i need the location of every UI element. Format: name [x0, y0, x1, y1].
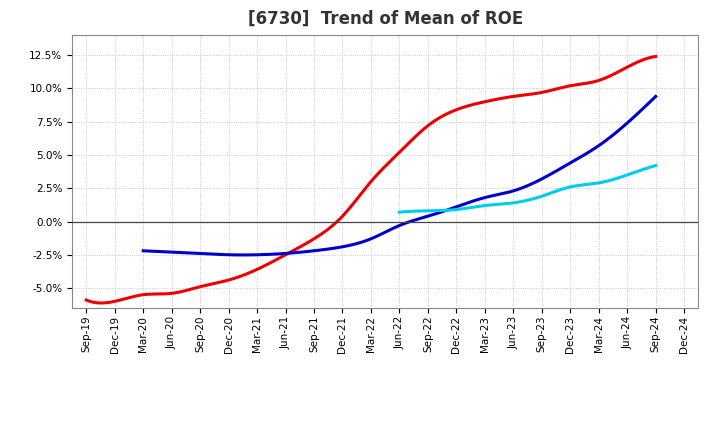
- Line: 3 Years: 3 Years: [86, 56, 656, 303]
- 3 Years: [639, 57, 647, 62]
- 7 Years: [534, 195, 542, 200]
- 5 Years: [417, 216, 426, 221]
- 3 Years: [357, 191, 366, 196]
- Line: 7 Years: 7 Years: [400, 165, 656, 212]
- 5 Years: [445, 207, 454, 212]
- 3 Years: [354, 195, 362, 201]
- Legend: 3 Years, 5 Years, 7 Years, 10 Years: 3 Years, 5 Years, 7 Years, 10 Years: [191, 437, 580, 440]
- 3 Years: [550, 87, 559, 92]
- 7 Years: [517, 199, 526, 204]
- 5 Years: [139, 248, 148, 253]
- 7 Years: [395, 209, 404, 215]
- 5 Years: [652, 94, 660, 99]
- Title: [6730]  Trend of Mean of ROE: [6730] Trend of Mean of ROE: [248, 10, 523, 28]
- 5 Years: [640, 105, 649, 110]
- 3 Years: [391, 154, 400, 159]
- 5 Years: [560, 164, 569, 169]
- 7 Years: [605, 178, 613, 183]
- 5 Years: [238, 252, 247, 257]
- 3 Years: [82, 297, 91, 303]
- 3 Years: [652, 54, 660, 59]
- 3 Years: [422, 125, 431, 130]
- 5 Years: [387, 227, 395, 232]
- 7 Years: [548, 190, 557, 195]
- 7 Years: [652, 163, 660, 168]
- 7 Years: [645, 165, 654, 170]
- 5 Years: [383, 228, 392, 234]
- Line: 5 Years: 5 Years: [143, 96, 656, 255]
- 3 Years: [96, 301, 105, 306]
- 7 Years: [518, 199, 527, 204]
